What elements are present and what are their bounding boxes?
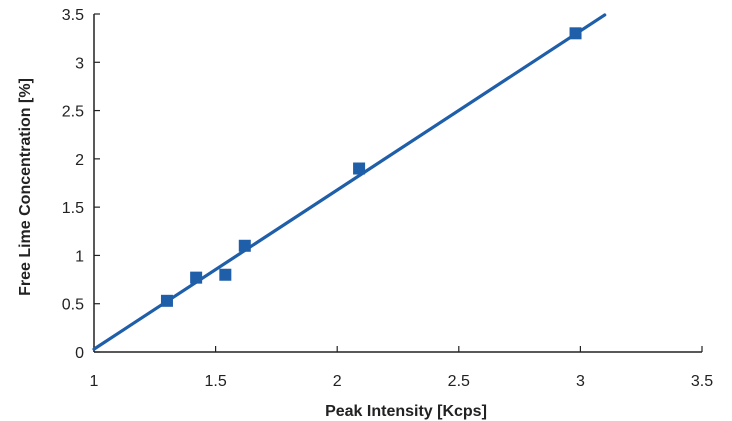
data-point-marker (238, 239, 251, 252)
x-tick-label: 1 (90, 373, 99, 390)
x-axis-title: Peak Intensity [Kcps] (325, 403, 487, 420)
y-tick-label: 0.5 (62, 297, 84, 314)
y-tick-label: 0 (75, 345, 84, 362)
x-tick-label: 3.5 (691, 373, 713, 390)
x-tick-label: 3 (576, 373, 585, 390)
y-tick-label: 1.5 (62, 200, 84, 217)
series-layer (92, 13, 607, 351)
data-point-marker (569, 27, 582, 40)
y-tick-label: 3.5 (62, 7, 84, 24)
y-tick-label: 2.5 (62, 104, 84, 121)
data-point-marker (219, 268, 232, 281)
data-point-marker (160, 294, 173, 307)
y-axis-title: Free Lime Concentration [%] (17, 78, 34, 296)
y-tick-label: 2 (75, 152, 84, 169)
tick-labels: 1 1.5 2 2.5 3 3.5 0 0.5 1 1.5 2 2.5 3 3.5 (62, 7, 713, 390)
data-point-marker (353, 162, 366, 175)
y-tick-label: 3 (75, 55, 84, 72)
data-point-marker (190, 271, 203, 284)
axes (93, 14, 702, 353)
x-tick-label: 2 (333, 373, 342, 390)
trend-line (92, 13, 607, 351)
y-tick-label: 1 (75, 248, 84, 265)
x-tick-label: 2.5 (448, 373, 470, 390)
tick-marks (93, 13, 703, 353)
x-tick-label: 1.5 (204, 373, 226, 390)
